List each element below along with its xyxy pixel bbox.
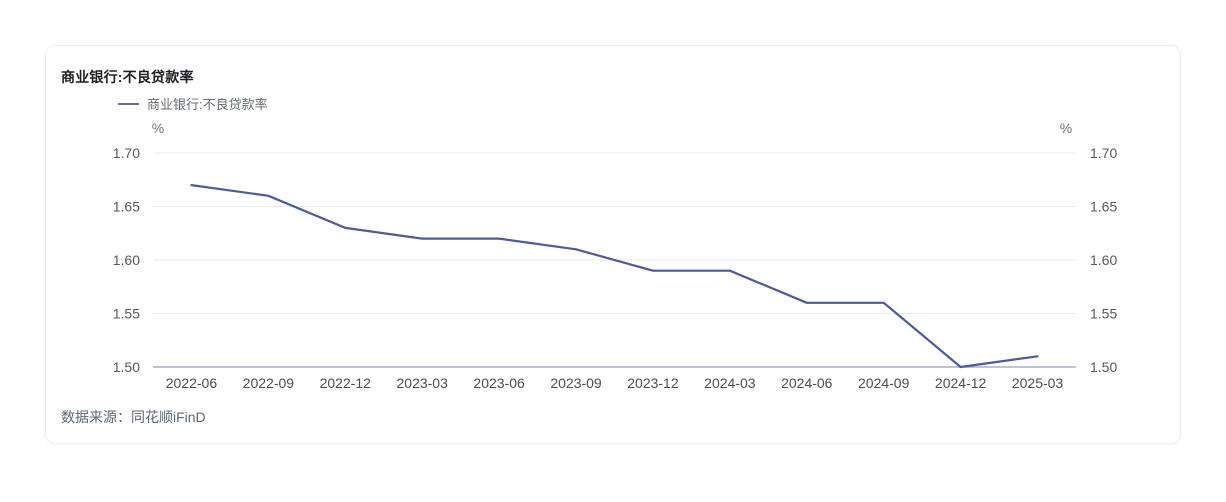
y-axis-tick-left: 1.60 [113, 252, 140, 268]
chart-title: 商业银行:不良贷款率 [61, 69, 194, 85]
x-axis-tick: 2023-03 [397, 375, 449, 391]
line-chart: 1.70 1.70 1.65 1.65 1.60 1.60 1.55 1.55 1.50 1.50… [113, 120, 1118, 391]
y-axis-tick-right: 1.70 [1090, 145, 1117, 161]
x-axis-tick: 2022-09 [243, 375, 295, 391]
legend-line-marker [118, 102, 139, 105]
y-axis-tick-left: 1.65 [113, 199, 140, 215]
x-axis-tick: 2024-06 [781, 375, 833, 391]
y-axis-tick-left: 1.70 [113, 145, 140, 161]
legend[interactable]: 商业银行:不良贷款率 [118, 94, 268, 113]
chart-card: 商业银行:不良贷款率 商业银行:不良贷款率 1.70 1.70 1.65 1.65 1.… [45, 45, 1181, 444]
x-axis-tick: 2023-12 [627, 375, 679, 391]
y-axis-unit-right: % [1060, 120, 1072, 136]
y-axis-tick-right: 1.55 [1090, 306, 1117, 322]
series-line [190, 183, 1039, 369]
y-axis-tick-left: 1.50 [113, 359, 140, 375]
chart-area: 1.70 1.70 1.65 1.65 1.60 1.60 1.55 1.55 1.50 1.50… [46, 116, 1182, 408]
y-axis-tick-left: 1.55 [113, 306, 140, 322]
y-axis-tick-right: 1.65 [1090, 199, 1117, 215]
x-axis-tick: 2024-03 [704, 375, 756, 391]
x-axis-tick: 2022-12 [320, 375, 372, 391]
x-axis-tick: 2025-03 [1012, 375, 1064, 391]
y-axis-tick-right: 1.60 [1090, 252, 1117, 268]
x-axis-tick: 2022-06 [166, 375, 218, 391]
y-axis-unit-left: % [152, 120, 164, 136]
x-axis-tick: 2023-09 [550, 375, 602, 391]
y-axis-tick-right: 1.50 [1090, 359, 1117, 375]
legend-label: 商业银行:不良贷款率 [147, 97, 268, 112]
x-axis-tick: 2024-12 [935, 375, 987, 391]
x-axis-tick: 2024-09 [858, 375, 910, 391]
data-source-note: 数据来源：同花顺iFinD [61, 409, 206, 425]
x-axis-tick: 2023-06 [473, 375, 525, 391]
